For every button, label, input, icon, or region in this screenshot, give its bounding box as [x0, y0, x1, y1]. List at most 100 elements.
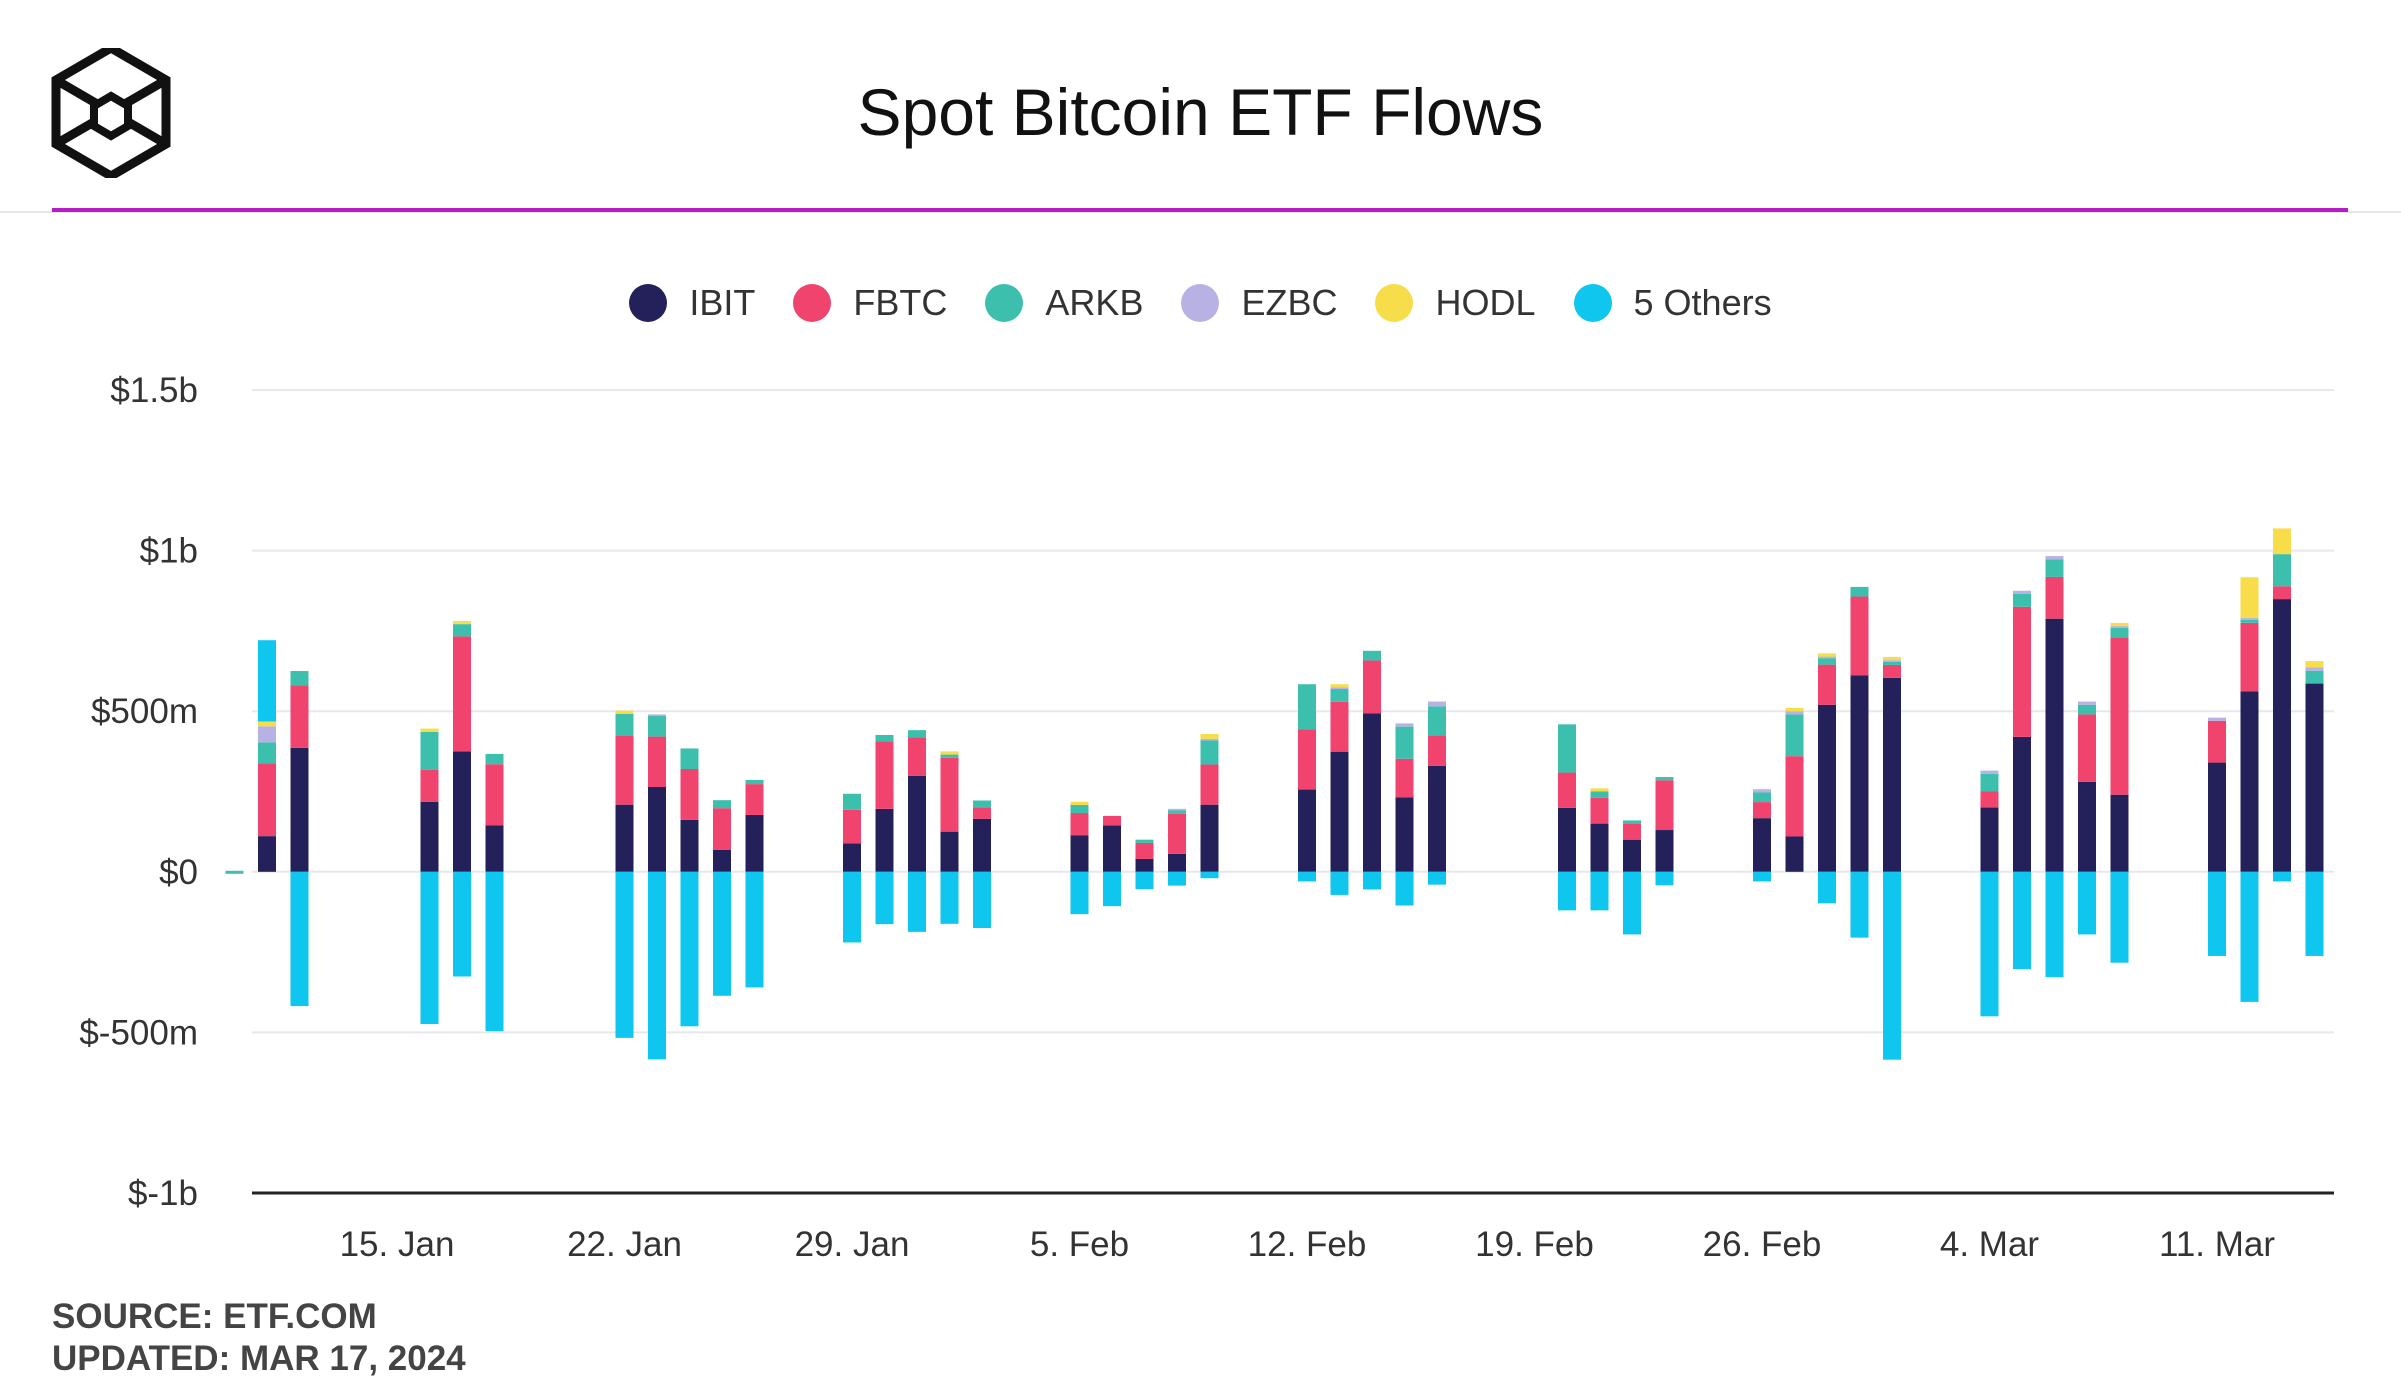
- y-tick-label: $0: [159, 853, 198, 892]
- bar-stack: [680, 748, 699, 1027]
- y-tick-label: $1.5b: [110, 371, 198, 410]
- bar-stack: [843, 793, 861, 943]
- bar-segment-ezbc: [1980, 770, 1999, 774]
- bar-segment-others: [1753, 871, 1771, 882]
- bar-segment-others: [1103, 871, 1121, 907]
- legend-swatch-hodl: [1375, 284, 1414, 322]
- legend-swatch-others: [1573, 284, 1612, 322]
- bar-segment-fbtc: [1818, 664, 1836, 705]
- bar-segment-others: [973, 871, 991, 929]
- header-accent-rule: [52, 208, 2348, 212]
- bar-segment-ibit: [2078, 781, 2096, 872]
- bar-segment-fbtc: [420, 769, 439, 802]
- bar-segment-ibit: [453, 751, 471, 872]
- bar-stack: [2013, 590, 2031, 970]
- bar-segment-arkb: [2110, 627, 2129, 638]
- bar-stack: [1200, 734, 1219, 879]
- bar-segment-hodl: [1590, 788, 1609, 792]
- bar-segment-ibit: [1785, 836, 1804, 872]
- bar-segment-ezbc: [1168, 808, 1186, 811]
- bar-segment-fbtc: [1363, 660, 1381, 714]
- bar-segment-hodl: [420, 728, 439, 732]
- bar-segment-fbtc: [2110, 637, 2129, 795]
- bar-segment-others: [1330, 871, 1349, 895]
- bar-segment-hodl: [2110, 622, 2129, 627]
- x-tick-label: 11. Mar: [2159, 1225, 2275, 1264]
- bar-segment-fbtc: [2240, 622, 2259, 692]
- bar-segment-arkb: [2305, 670, 2324, 684]
- bar-segment-ibit: [1298, 789, 1316, 872]
- bar-segment-ezbc: [2078, 701, 2096, 705]
- bar-segment-arkb: [648, 716, 666, 737]
- bar-segment-fbtc: [453, 636, 471, 752]
- bar-segment-others: [1818, 871, 1836, 904]
- bar-segment-others: [1428, 871, 1446, 885]
- legend-item-ezbc[interactable]: EZBC: [1181, 282, 1337, 324]
- bar-segment-fbtc: [1558, 772, 1576, 808]
- bar-segment-arkb: [453, 624, 471, 637]
- bar-stack: [908, 730, 926, 932]
- legend-item-ibit[interactable]: IBIT: [629, 282, 755, 324]
- bar-stack: [1363, 650, 1381, 890]
- bar-segment-ibit: [1883, 677, 1901, 872]
- bar-segment-ibit: [615, 804, 634, 872]
- bar-segment-ezbc: [2013, 590, 2031, 594]
- bar-segment-ibit: [680, 819, 699, 872]
- bar-segment-hodl: [1200, 734, 1219, 739]
- bar-segment-others: [1623, 871, 1641, 935]
- bar-segment-ibit: [1330, 751, 1349, 872]
- bar-stack: [1395, 723, 1414, 906]
- bar-segment-ibit: [908, 775, 926, 872]
- bar-segment-arkb: [1298, 684, 1316, 730]
- legend-swatch-ibit: [629, 284, 668, 322]
- bar-segment-arkb: [1135, 839, 1154, 843]
- bar-segment-arkb: [908, 730, 926, 738]
- legend-item-fbtc[interactable]: FBTC: [793, 282, 947, 324]
- bar-segment-ezbc: [1785, 711, 1804, 715]
- bar-stack: [1753, 789, 1771, 882]
- legend-item-arkb[interactable]: ARKB: [985, 282, 1143, 324]
- legend-swatch-fbtc: [793, 284, 832, 322]
- bar-segment-others: [258, 640, 276, 722]
- x-tick-label: 29. Jan: [795, 1225, 910, 1264]
- legend-item-others[interactable]: 5 Others: [1573, 282, 1772, 324]
- bar-segment-ibit: [1850, 675, 1869, 872]
- bar-segment-fbtc: [1590, 797, 1609, 824]
- bar-segment-ibit: [940, 831, 959, 872]
- bar-segment-arkb: [2078, 704, 2096, 715]
- bar-stack: [1883, 656, 1901, 1060]
- chart-title: Spot Bitcoin ETF Flows: [857, 75, 1544, 149]
- bar-stack: [1103, 815, 1121, 907]
- bar-stack: [1785, 707, 1804, 872]
- bar-segment-hodl: [258, 721, 276, 727]
- x-axis-tick-labels: 15. Jan 22. Jan 29. Jan 5. Feb 12. Feb 19. Fe…: [340, 1225, 2276, 1264]
- bar-segment-hodl: [1818, 653, 1836, 657]
- bar-segment-arkb: [2273, 554, 2291, 587]
- bar-segment-fbtc: [1428, 735, 1446, 766]
- bar-segment-arkb: [875, 734, 894, 742]
- bar-segment-others: [1558, 871, 1576, 911]
- bar-segment-ibit: [1103, 825, 1121, 872]
- bar-segment-hodl: [1785, 707, 1804, 712]
- bar-segment-ezbc: [2305, 667, 2324, 671]
- bar-segment-ibit: [1753, 818, 1771, 872]
- chart-footer: SOURCE: ETF.COM UPDATED: MAR 17, 2024: [52, 1296, 466, 1380]
- bar-stack: [1558, 724, 1576, 911]
- bar-segment-fbtc: [2078, 714, 2096, 782]
- bar-segment-ezbc: [1200, 738, 1219, 741]
- bar-stack: [1298, 684, 1316, 882]
- bar-stack: [1980, 770, 1999, 1017]
- bar-segment-ezbc: [1818, 656, 1836, 659]
- bar-segment-fbtc: [1980, 791, 1999, 808]
- bar-segment-others: [745, 871, 764, 988]
- legend-item-hodl[interactable]: HODL: [1375, 282, 1536, 324]
- bar-segment-arkb: [843, 793, 861, 810]
- bar-segment-ibit: [1200, 804, 1219, 872]
- legend-label: 5 Others: [1633, 282, 1772, 323]
- bar-segment-ibit: [1623, 839, 1641, 872]
- bar-segment-fbtc: [1395, 758, 1414, 798]
- bar-stack: [1135, 839, 1154, 890]
- bar-segment-hodl: [2240, 577, 2259, 619]
- bar-stack: [2110, 622, 2129, 963]
- bar-stack: [2078, 701, 2096, 935]
